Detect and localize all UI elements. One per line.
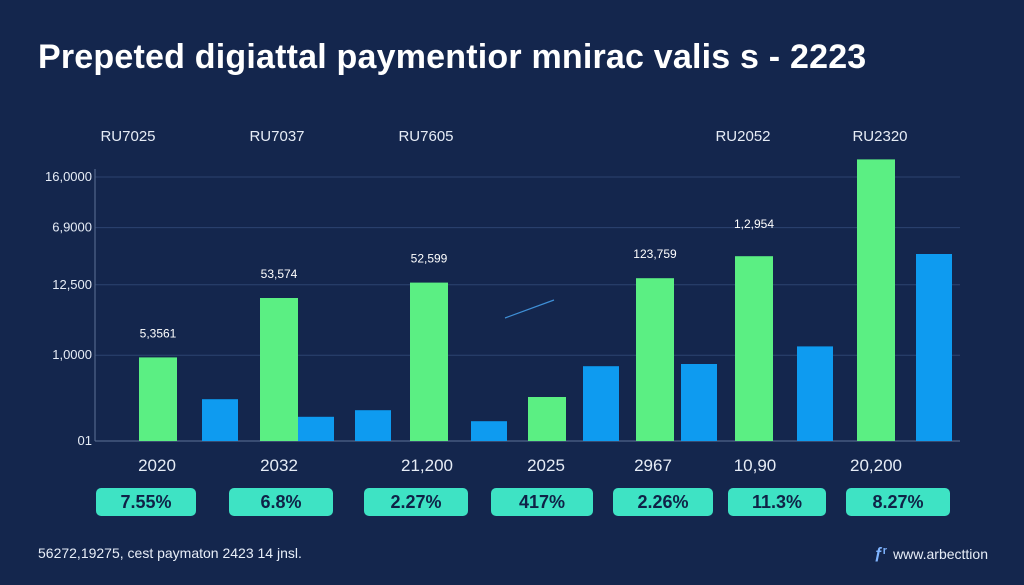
blue-bar-1	[202, 399, 238, 441]
category-label-6: 10,90	[734, 456, 777, 475]
top-label-4: RU2052	[715, 128, 770, 145]
green-bar-6	[735, 256, 773, 441]
bar-chart: 01 1,0000 12,500 6,9000 16,0000 5,3561 53,574 5…	[45, 128, 960, 475]
y-tick-label-1: 01	[78, 433, 92, 448]
data-label-1: 5,3561	[140, 326, 177, 340]
footer-brand: ƒʳ www.arbecttion	[874, 545, 988, 563]
y-tick-label-2: 1,0000	[52, 347, 92, 362]
category-label-2: 2032	[260, 456, 298, 475]
percentage-badge-5: 2.26%	[613, 488, 713, 516]
green-bar-4	[528, 397, 566, 441]
green-bar-5	[636, 278, 674, 441]
percentage-badge-4: 417%	[491, 488, 593, 516]
blue-bar-7	[797, 346, 833, 441]
brand-logo-icon: ƒʳ	[874, 545, 888, 562]
category-label-4: 2025	[527, 456, 565, 475]
percentage-badge-2: 6.8%	[229, 488, 333, 516]
percentage-badge-6: 11.3%	[728, 488, 826, 516]
percentage-badge-1: 7.55%	[96, 488, 196, 516]
data-label-3: 52,599	[411, 252, 448, 266]
blue-bar-4	[471, 421, 507, 441]
green-bar-7	[857, 159, 895, 441]
green-bar-3	[410, 282, 448, 441]
category-label-1: 2020	[138, 456, 176, 475]
data-label-4: 123,759	[633, 247, 677, 261]
trend-line-stroke	[504, 299, 555, 319]
category-label-5: 2967	[634, 456, 672, 475]
percentage-badge-7: 8.27%	[846, 488, 950, 516]
green-bar-2	[260, 298, 298, 441]
blue-bar-5	[583, 366, 619, 441]
y-tick-label-4: 6,9000	[52, 220, 92, 235]
category-label-7: 20,200	[850, 456, 902, 475]
data-label-2: 53,574	[261, 267, 298, 281]
blue-bar-8	[916, 254, 952, 441]
top-label-2: RU7037	[249, 128, 304, 145]
green-bar-1	[139, 357, 177, 441]
blue-bar-3	[355, 410, 391, 441]
y-tick-label-5: 16,0000	[45, 169, 92, 184]
footer-source-note: 56272,19275, cest paymaton 2423 14 jnsl.	[38, 545, 302, 561]
top-label-1: RU7025	[100, 128, 155, 145]
y-tick-label-3: 12,500	[52, 277, 92, 292]
percentage-badge-3: 2.27%	[364, 488, 468, 516]
category-label-3: 21,200	[401, 456, 453, 475]
blue-bar-2	[298, 416, 334, 441]
chart-title: Prepeted digiattal paymentior mnirac val…	[38, 38, 867, 76]
top-label-5: RU2320	[852, 128, 907, 145]
blue-bar-6	[681, 364, 717, 441]
data-label-5: 1,2,954	[734, 217, 774, 231]
top-label-3: RU7605	[398, 128, 453, 145]
footer-brand-text: www.arbecttion	[893, 546, 988, 562]
